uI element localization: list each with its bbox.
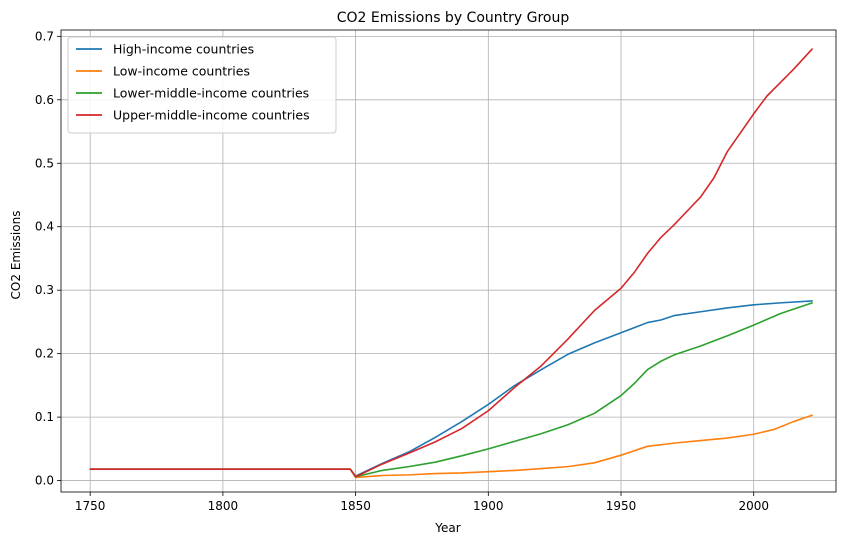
series-line-3 [89,48,813,478]
legend: High-income countries Low-income countrie… [67,36,337,134]
y-axis: 0.0 0.1 0.2 0.3 0.4 0.5 0.6 0.7 [35,29,61,488]
series-line-2 [89,302,813,478]
y-tick-label: 0.5 [35,156,54,170]
y-tick-label: 0.0 [35,474,54,488]
series-line-1 [89,414,813,479]
series-lines [89,48,813,479]
plot-frame [60,29,837,493]
x-axis: 1750 1800 1850 1900 1950 2000 [75,492,769,513]
y-tick-label: 0.7 [35,29,54,43]
y-axis-label: CO2 Emissions [9,211,23,300]
y-tick-label: 0.4 [35,220,54,234]
y-tick-label: 0.6 [35,93,54,107]
grid [61,30,836,492]
x-tick-label: 1900 [473,499,504,513]
legend-entry: Upper-middle-income countries [113,108,310,123]
y-tick-label: 0.3 [35,283,54,297]
legend-entry: Low-income countries [113,64,250,79]
legend-box [67,36,337,134]
x-tick-label: 2000 [738,499,769,513]
x-tick-label: 1750 [75,499,106,513]
series-line-0 [89,300,813,477]
legend-entry: High-income countries [113,42,254,57]
legend-entry: Lower-middle-income countries [113,86,309,101]
x-tick-label: 1800 [208,499,239,513]
x-tick-label: 1850 [340,499,371,513]
y-tick-label: 0.2 [35,347,54,361]
x-axis-label: Year [434,521,460,535]
x-tick-label: 1950 [606,499,637,513]
chart-title: CO2 Emissions by Country Group [337,10,570,26]
y-tick-label: 0.1 [35,410,54,424]
